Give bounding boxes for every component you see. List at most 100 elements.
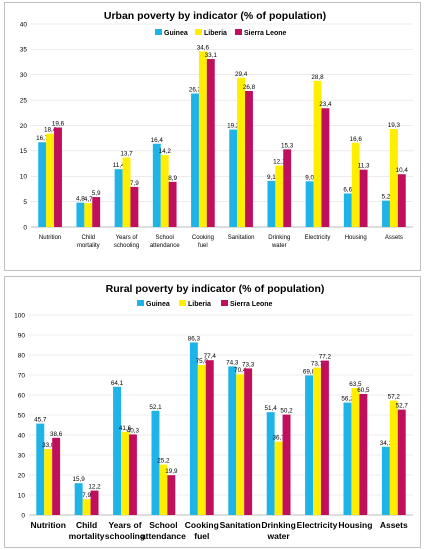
urban-data-label-3-2: 8,9 [168,175,177,182]
urban-data-label-6-0: 9,1 [267,174,276,181]
rural-bar-8-0 [343,402,352,515]
urban-ytick-15: 15 [20,148,28,155]
rural-data-label-3-1: 25,2 [157,458,170,465]
rural-bar-6-1 [274,441,283,515]
rural-bar-6-0 [266,412,275,515]
urban-data-label-2-2: 7,9 [130,180,139,187]
urban-bar-6-0 [267,180,276,227]
urban-data-label-0-0: 16,7 [36,135,49,142]
rural-category-line-0-0: Nutrition [30,520,65,530]
rural-data-label-8-0: 56,2 [341,396,354,403]
rural-ytick-40: 40 [18,432,26,439]
urban-category-label-4: Cooking fuel [192,235,214,249]
urban-category-line-6-0: Drinking [268,235,290,241]
rural-data-label-4-1: 75,0 [196,358,209,365]
rural-category-label-9: Assets [380,520,408,530]
rural-data-label-6-2: 50,2 [280,408,293,415]
rural-category-line-6-0: Drinking [261,520,295,530]
urban-data-label-3-1: 14,2 [159,148,172,155]
urban-category-line-5-0: Sanitation [228,235,255,241]
urban-data-label-1-1: 4,7 [84,196,93,203]
urban-category-label-3: School attendance [150,235,180,249]
urban-category-line-7-0: Electricity [305,235,331,241]
rural-bar-1-1 [82,499,91,515]
urban-bar-0-1 [46,133,55,227]
rural-category-line-7-0: Electricity [297,520,338,530]
urban-bar-5-0 [229,129,238,227]
urban-ytick-30: 30 [20,72,28,79]
rural-bar-4-1 [197,365,206,515]
rural-bar-1-0 [74,483,83,515]
urban-data-label-8-1: 16,6 [350,136,363,143]
rural-bar-5-1 [236,374,245,515]
rural-chart-panel: Rural poverty by indicator (% of populat… [4,276,421,548]
rural-data-label-1-2: 12,2 [88,484,101,491]
rural-bar-3-2 [167,475,176,515]
rural-bar-8-1 [351,388,360,515]
rural-bar-6-2 [282,414,291,515]
rural-data-label-9-2: 52,7 [396,403,409,410]
urban-legend-label-0: Guinea [164,30,188,37]
rural-category-label-6: Drinking water [261,520,295,541]
rural-data-label-1-0: 15,9 [73,476,86,483]
urban-category-label-6: Drinking water [268,235,290,249]
urban-category-label-8: Housing [345,235,367,241]
rural-ytick-10: 10 [18,492,26,499]
rural-data-label-4-2: 77,4 [204,353,217,360]
rural-category-label-3: School attendance [141,520,186,541]
rural-data-label-9-0: 34,1 [380,440,393,447]
urban-category-label-1: Child mortality [77,235,100,249]
rural-bar-7-1 [313,367,321,515]
urban-category-line-3-1: attendance [150,243,180,249]
rural-bar-7-0 [305,375,314,515]
rural-bar-0-1 [44,449,53,515]
urban-legend-swatch-1 [195,29,202,35]
urban-category-line-2-0: Years of [116,235,138,241]
rural-category-line-1-1: mortality [69,531,105,541]
urban-category-label-7: Electricity [305,235,331,241]
urban-data-label-6-1: 12,1 [273,159,286,166]
urban-data-label-2-0: 11,4 [113,162,125,169]
urban-bar-3-0 [152,143,161,227]
rural-category-line-2-1: schooling [105,531,145,541]
urban-category-label-0: Nutrition [39,235,61,241]
urban-bar-8-2 [359,169,368,227]
rural-data-label-2-2: 40,3 [127,427,140,434]
urban-category-line-9-0: Assets [385,235,403,241]
rural-category-line-4-1: fuel [194,531,209,541]
rural-data-label-2-0: 64,1 [111,380,124,387]
urban-data-label-1-2: 5,9 [92,190,101,197]
urban-category-line-2-1: schooling [114,243,139,249]
urban-chart-title: Urban poverty by indicator (% of populat… [104,10,326,22]
rural-bar-9-1 [389,400,398,515]
urban-ytick-25: 25 [20,97,28,104]
rural-data-label-0-0: 45,7 [34,417,47,424]
urban-category-line-6-1: water [271,243,287,249]
rural-bar-3-0 [151,410,160,515]
rural-bar-2-0 [113,386,122,515]
rural-data-label-7-2: 77,2 [319,354,332,361]
rural-bar-0-0 [36,423,45,515]
urban-bar-1-2 [92,197,101,227]
urban-data-label-5-2: 26,8 [243,84,256,91]
urban-bar-5-1 [237,77,246,227]
urban-legend-swatch-2 [235,29,242,35]
rural-ytick-60: 60 [18,392,26,399]
urban-chart: Urban poverty by indicator (% of populat… [20,10,413,249]
rural-bar-5-0 [228,366,237,515]
rural-bar-9-2 [397,409,406,515]
rural-category-line-2-0: Years of [108,520,141,530]
urban-bar-4-2 [206,59,215,227]
urban-data-label-9-0: 5,2 [382,194,391,201]
urban-bar-9-0 [382,200,390,227]
rural-category-label-5: Sanitation [220,520,261,530]
rural-legend-label-0: Guinea [146,301,170,308]
rural-bar-9-0 [381,446,390,515]
rural-category-label-2: Years of schooling [105,520,145,541]
rural-ytick-50: 50 [18,412,26,419]
urban-bar-2-0 [114,169,123,227]
rural-bar-2-2 [128,434,137,515]
urban-bar-2-2 [130,186,139,227]
rural-category-label-4: Cooking fuel [185,520,219,541]
rural-ytick-30: 30 [18,452,26,459]
